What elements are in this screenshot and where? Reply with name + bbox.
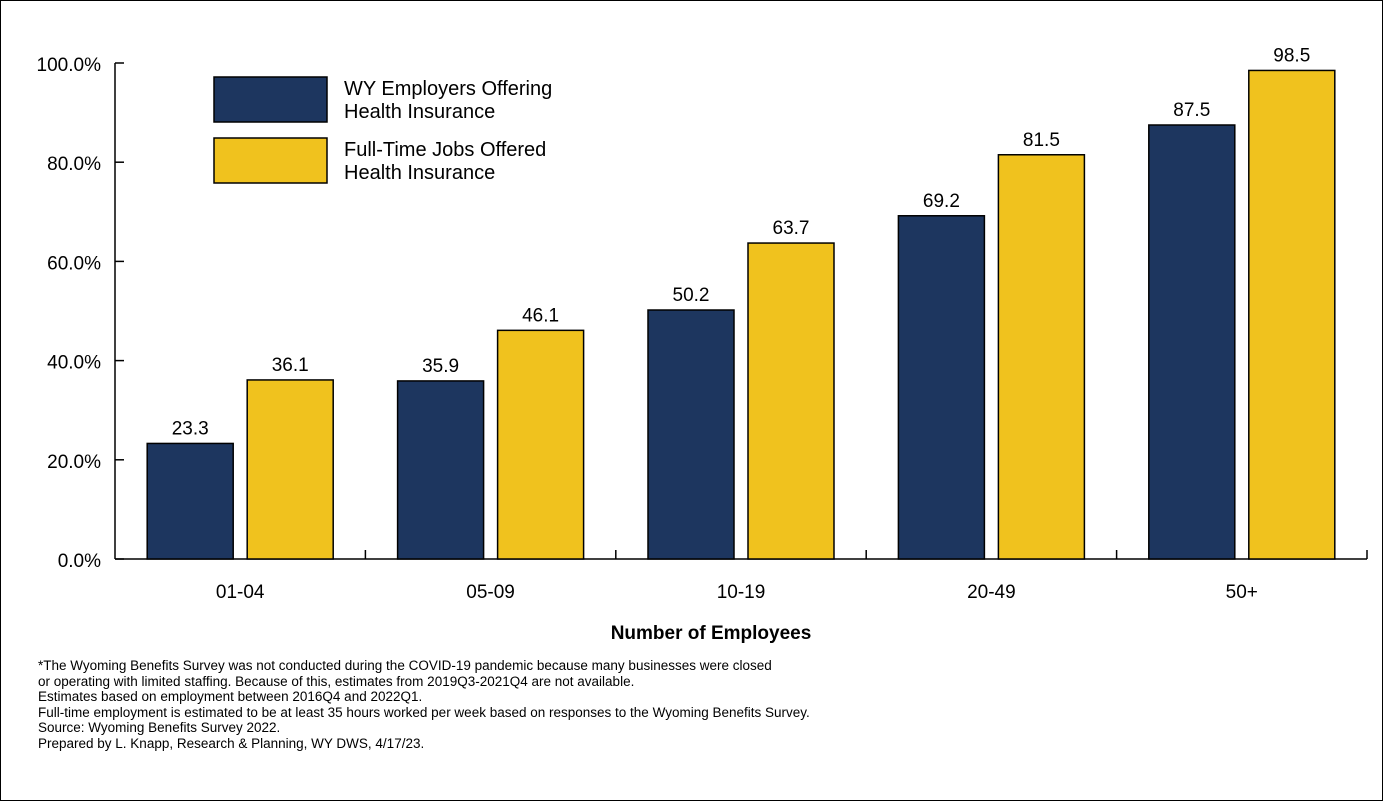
bar [1248,69,1336,560]
bar-chart: 0.0% 20.0% 40.0% 60.0% 80.0% 100.0% 23.3 36.1 01… [37,45,1368,644]
footnotes: *The Wyoming Benefits Survey was not con… [38,658,810,751]
bar [496,329,585,560]
legend-label: Health Insurance [344,162,495,184]
x-tick-label: 05-09 [466,582,515,603]
bar-value-label: 35.9 [422,356,459,377]
footnote-line: Estimates based on employment between 20… [38,689,423,704]
x-axis-title: Number of Employees [611,623,812,644]
x-tick-label: 20-49 [967,582,1016,603]
legend-swatch [213,76,328,123]
bar-value-label: 98.5 [1273,45,1310,66]
bar-value-label: 50.2 [673,285,710,306]
footnote-line: *The Wyoming Benefits Survey was not con… [38,658,772,673]
footnote-line: or operating with limited staffing. Beca… [38,673,635,689]
x-tick-label: 01-04 [216,582,265,603]
x-tick-label: 10-19 [717,582,766,603]
x-tick-label: 50+ [1226,582,1258,603]
bar-value-label: 63.7 [773,218,810,239]
y-tick-label: 80.0% [47,154,101,175]
bar [747,242,835,560]
bar-value-label: 69.2 [923,191,960,212]
prepared-by-note: Prepared by L. Knapp, Research & Plannin… [38,735,425,751]
y-tick-label: 40.0% [47,353,101,374]
bar-value-label: 46.1 [522,305,559,326]
legend-label: Health Insurance [344,101,495,123]
y-tick-label: 60.0% [47,253,101,274]
bar [396,380,485,560]
bar [897,215,986,560]
bar [246,379,334,560]
bar [647,309,735,560]
y-tick-label: 20.0% [47,452,101,473]
footnote-line: Full-time employment is estimated to be … [38,704,810,720]
bar [146,442,234,560]
bar [1148,124,1236,560]
y-tick-label: 100.0% [37,55,102,76]
bar [997,154,1086,560]
bar-value-label: 23.3 [172,418,209,439]
legend-label: Full-Time Jobs Offered [344,139,546,161]
bar-value-label: 36.1 [272,355,309,376]
bar-value-label: 81.5 [1023,130,1060,151]
legend-label: WY Employers Offering [344,78,552,100]
legend-swatch [213,137,328,184]
source-note: Source: Wyoming Benefits Survey 2022. [38,720,281,735]
y-tick-label: 0.0% [58,551,101,572]
bar-value-label: 87.5 [1173,100,1210,121]
